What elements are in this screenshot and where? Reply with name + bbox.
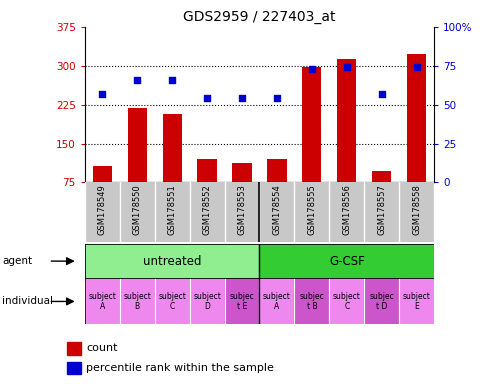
- Bar: [224, 278, 259, 324]
- Text: G-CSF: G-CSF: [328, 255, 364, 268]
- Title: GDS2959 / 227403_at: GDS2959 / 227403_at: [183, 10, 335, 25]
- Bar: [371, 171, 391, 182]
- Text: GSM178549: GSM178549: [98, 184, 106, 235]
- Text: GSM178557: GSM178557: [377, 184, 385, 235]
- Text: GSM178552: GSM178552: [202, 184, 211, 235]
- Bar: [302, 67, 321, 182]
- Bar: [120, 278, 154, 324]
- Bar: [259, 244, 433, 278]
- Point: [342, 64, 350, 70]
- Bar: [232, 163, 251, 182]
- Bar: [294, 182, 329, 242]
- Text: count: count: [86, 343, 118, 353]
- Text: GSM178550: GSM178550: [133, 184, 141, 235]
- Point: [98, 91, 106, 97]
- Point: [272, 95, 280, 101]
- Bar: [92, 166, 112, 182]
- Text: subjec
t D: subjec t D: [368, 292, 393, 311]
- Text: subject
D: subject D: [193, 292, 221, 311]
- Text: GSM178551: GSM178551: [167, 184, 176, 235]
- Text: GSM178556: GSM178556: [342, 184, 350, 235]
- Text: GSM178554: GSM178554: [272, 184, 281, 235]
- Text: individual: individual: [2, 296, 53, 306]
- Bar: [85, 244, 259, 278]
- Bar: [85, 278, 120, 324]
- Point: [203, 95, 211, 101]
- Bar: [406, 54, 425, 182]
- Text: subject
B: subject B: [123, 292, 151, 311]
- Bar: [363, 278, 398, 324]
- Point: [133, 77, 141, 83]
- Text: subjec
t E: subjec t E: [229, 292, 254, 311]
- Bar: [189, 278, 224, 324]
- Bar: [267, 159, 286, 182]
- Bar: [294, 278, 329, 324]
- Text: subjec
t B: subjec t B: [299, 292, 324, 311]
- Text: percentile rank within the sample: percentile rank within the sample: [86, 363, 273, 373]
- Point: [377, 91, 385, 97]
- Bar: [398, 278, 433, 324]
- Bar: [329, 182, 363, 242]
- Text: subject
C: subject C: [158, 292, 186, 311]
- Text: subject
C: subject C: [332, 292, 360, 311]
- Text: subject
A: subject A: [88, 292, 116, 311]
- Text: GSM178553: GSM178553: [237, 184, 246, 235]
- Text: subject
E: subject E: [402, 292, 430, 311]
- Bar: [120, 182, 154, 242]
- Bar: [127, 108, 147, 182]
- Bar: [85, 182, 120, 242]
- Bar: [197, 159, 216, 182]
- Bar: [189, 182, 224, 242]
- Point: [412, 64, 420, 70]
- Bar: [336, 59, 356, 182]
- Point: [238, 95, 245, 101]
- Bar: [259, 182, 294, 242]
- Bar: [224, 182, 259, 242]
- Bar: [329, 278, 363, 324]
- Bar: [162, 114, 182, 182]
- Text: agent: agent: [2, 256, 32, 266]
- Point: [168, 77, 176, 83]
- Bar: [398, 182, 433, 242]
- Text: subject
A: subject A: [262, 292, 290, 311]
- Text: GSM178555: GSM178555: [307, 184, 316, 235]
- Bar: [154, 278, 189, 324]
- Text: GSM178558: GSM178558: [411, 184, 420, 235]
- Bar: [154, 182, 189, 242]
- Point: [307, 66, 315, 72]
- Text: untreated: untreated: [143, 255, 201, 268]
- Bar: [363, 182, 398, 242]
- Bar: [67, 362, 80, 374]
- Bar: [67, 342, 80, 355]
- Bar: [259, 278, 294, 324]
